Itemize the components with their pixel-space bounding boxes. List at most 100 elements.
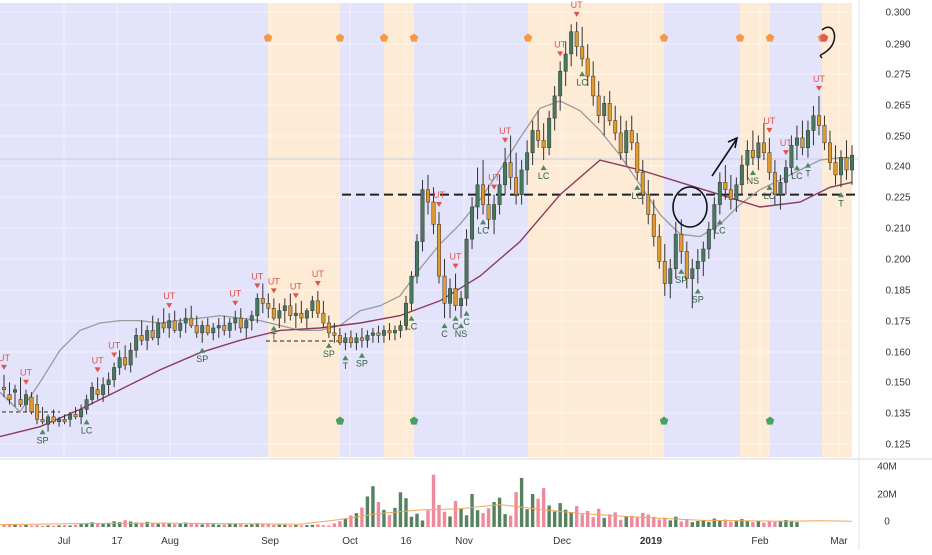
volume-bar: [574, 505, 579, 527]
signal-arrow-up: [804, 162, 811, 168]
signal-label: SP: [37, 435, 49, 445]
signal-arrow-down: [502, 137, 509, 143]
signal-arrow-up: [441, 323, 448, 329]
candle: [497, 174, 502, 215]
candle-body: [695, 261, 700, 269]
candle-body: [299, 312, 304, 319]
candle: [723, 165, 728, 200]
candle: [844, 140, 849, 180]
volume-bar: [519, 477, 524, 527]
candle-body: [431, 201, 436, 225]
candle: [260, 283, 265, 314]
volume-bar: [751, 522, 755, 527]
candle: [503, 147, 508, 195]
session-band: [822, 3, 852, 457]
candle: [530, 120, 535, 166]
signal-label: UT: [488, 173, 500, 183]
signal-arrow-up: [325, 342, 332, 348]
pentagon-marker-top: [379, 33, 389, 42]
volume-bar: [167, 523, 171, 527]
candle: [7, 382, 12, 405]
y-tick-label: 0.135: [885, 409, 910, 420]
candle-body: [326, 322, 331, 334]
candle: [359, 327, 364, 348]
candle: [277, 303, 282, 328]
candle-body: [684, 251, 689, 279]
signal-arrow-down: [270, 288, 277, 294]
volume-bar: [608, 514, 612, 527]
candle: [326, 315, 331, 338]
pentagon-marker-top: [335, 33, 345, 42]
volume-bar: [470, 494, 474, 527]
signal-arrow-up: [463, 310, 470, 316]
signal-label: UT: [499, 126, 511, 136]
volume-bar: [497, 497, 502, 527]
candle: [635, 132, 640, 180]
volume-bar: [360, 507, 364, 527]
volume-bar: [35, 525, 39, 527]
volume-bar: [18, 525, 23, 527]
x-tick-label: Nov: [455, 536, 473, 547]
candle: [381, 325, 386, 343]
y-tick-label: 0.265: [885, 101, 910, 112]
session-band: [268, 3, 340, 457]
volume-bar: [332, 523, 337, 527]
volume-bar: [184, 522, 188, 527]
signal-label: SP: [675, 275, 687, 285]
candle: [486, 184, 491, 230]
candle-body: [79, 409, 84, 418]
candle-body: [778, 182, 783, 195]
volume-bar: [404, 498, 408, 527]
candle-body: [233, 317, 238, 324]
signal-label: LC: [714, 225, 726, 235]
candle-body: [139, 335, 144, 341]
volume-bar: [619, 519, 623, 527]
volume-bar: [112, 521, 116, 527]
signal-label: LC: [538, 171, 550, 181]
y-tick-label: 0.240: [885, 162, 910, 173]
volume-pane: [0, 458, 932, 527]
candle: [79, 404, 84, 425]
candle-body: [211, 327, 216, 334]
volume-bar: [486, 508, 491, 527]
candle: [833, 145, 838, 185]
candle: [800, 120, 805, 156]
volume-bar: [24, 524, 28, 527]
signal-label: UT: [813, 74, 825, 84]
signal-arrow-down: [436, 201, 443, 207]
candle: [514, 152, 519, 205]
signal-arrow-down: [166, 303, 173, 309]
candle: [255, 293, 260, 324]
signal-arrow-up: [270, 325, 277, 331]
signal-label: UT: [92, 355, 104, 365]
candle-body: [249, 315, 254, 321]
signal-arrow-down: [557, 51, 564, 57]
volume-bar: [756, 520, 761, 527]
candle: [2, 374, 6, 398]
candle: [839, 150, 843, 188]
candle: [172, 310, 177, 333]
y-tick-label: 0.185: [885, 286, 910, 297]
candle-body: [13, 389, 17, 393]
signal-label: NS: [455, 329, 468, 339]
candle: [293, 303, 298, 328]
volume-bar: [663, 517, 667, 527]
volume-bar: [283, 524, 287, 527]
volume-bar: [635, 517, 639, 527]
x-tick-label: Jul: [58, 536, 71, 547]
candle: [343, 332, 348, 351]
candle: [828, 130, 832, 170]
volume-bar: [172, 524, 177, 527]
volume-bar: [762, 522, 766, 527]
volume-bar: [68, 525, 72, 527]
candle-body: [662, 261, 667, 284]
volume-bar: [745, 521, 750, 527]
volume-bar: [195, 524, 199, 527]
candle: [728, 174, 733, 210]
candle-body: [783, 167, 788, 183]
candle: [618, 115, 623, 161]
candle: [409, 271, 414, 311]
candle-body: [7, 394, 12, 400]
candle-body: [618, 132, 623, 153]
